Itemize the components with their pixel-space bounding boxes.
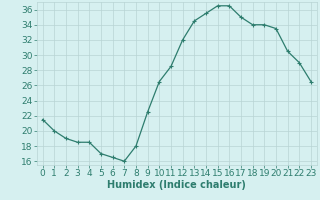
X-axis label: Humidex (Indice chaleur): Humidex (Indice chaleur) <box>108 180 246 190</box>
